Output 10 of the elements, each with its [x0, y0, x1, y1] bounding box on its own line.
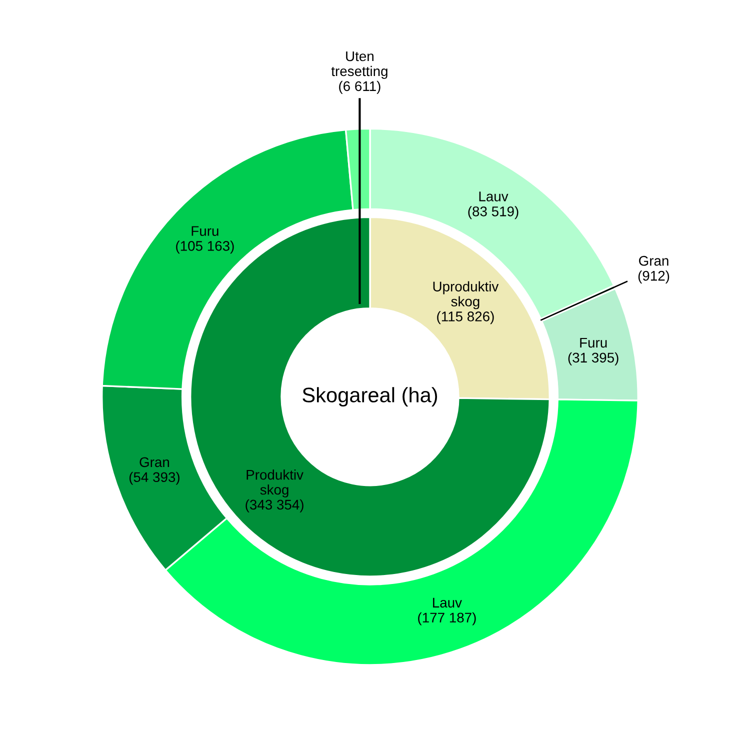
data-label: Uten tresetting (6 611): [331, 51, 388, 94]
data-label: Gran (54 393): [129, 457, 180, 485]
text: Skogareal (ha): [302, 387, 438, 407]
data-label: Furu (31 395): [568, 338, 618, 366]
data-label: Lauv (177 187): [418, 598, 476, 626]
data-label: Produktiv skog (343 354): [246, 470, 304, 512]
data-label: Furu (105 163): [176, 226, 234, 254]
data-label: Gran (912): [638, 256, 670, 284]
data-label: Uproduktiv skog (115 826): [433, 281, 499, 324]
data-label: Lauv (83 519): [468, 192, 518, 220]
